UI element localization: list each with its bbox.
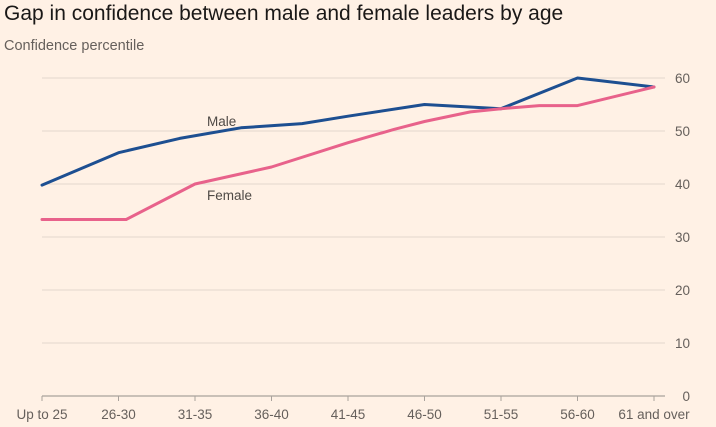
gridlines [42,77,665,397]
x-tick-label: 51-55 [484,407,519,422]
y-tick-label: 0 [682,389,690,404]
x-tick-label: 31-35 [178,407,213,422]
x-tick-labels: Up to 25 26-30 31-35 36-40 41-45 46-50 51-55 56… [16,396,690,422]
y-axis-label: Confidence percentile [4,38,145,54]
x-tick-label: 56-60 [560,407,595,422]
chart-title: Gap in confidence between male and femal… [4,2,564,25]
y-tick-label: 10 [675,336,690,351]
x-tick-label: 26-30 [101,407,136,422]
series-labels: Male Female [207,114,252,203]
y-tick-label: 40 [675,177,690,192]
x-tick-label: 46-50 [407,407,442,422]
x-tick-label: 36-40 [254,407,289,422]
x-tick-label: 61 and over [618,407,690,422]
series-lines [40,76,656,221]
x-tick-label: Up to 25 [16,407,67,422]
y-tick-label: 50 [675,124,690,139]
series-line-male [40,76,656,187]
series-label-male: Male [207,114,236,129]
x-tick-label: 41-45 [331,407,366,422]
y-tick-label: 20 [675,283,690,298]
y-tick-label: 60 [675,71,690,86]
y-tick-label: 30 [675,230,690,245]
series-label-female: Female [207,188,252,203]
y-tick-labels: 0 10 20 30 40 50 60 [675,71,690,404]
series-line-female [40,85,656,221]
